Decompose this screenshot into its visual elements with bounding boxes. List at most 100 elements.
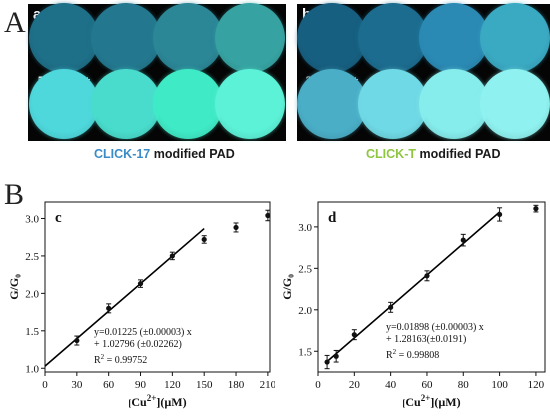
r-squared-sup: 2 [101,353,105,361]
r-squared-sup: 2 [393,348,397,356]
y-tick-label-1: 1.5 [25,326,39,338]
x-tick-label-4: 120 [164,379,181,391]
photo-a-well-7 [153,69,223,139]
photo-b-well-2 [358,3,428,73]
caption-left-highlight: CLICK-17 [94,147,151,161]
photo-b-well-7 [419,69,489,139]
data-point-6 [497,211,503,218]
data-point-2 [351,332,357,338]
photo-b-well-conc-6: 810µM [374,140,412,154]
y-tick-label-0: 1.5 [298,346,312,358]
data-point-4 [201,236,207,243]
data-point-2 [137,281,144,287]
data-point-0 [74,337,80,344]
caption-left-rest: modified PAD [150,147,235,161]
y-tick-label-3: 2.5 [25,251,39,263]
photo-b-well-3 [419,3,489,73]
x-tick-label-2: 40 [385,379,397,391]
data-point-3 [169,253,175,259]
y-tick-label-2: 2.0 [25,288,39,300]
photo-a-well-4 [215,3,285,73]
data-point-1 [106,305,112,311]
x-tick-label-6: 120 [528,379,545,391]
caption-left: CLICK-17 modified PAD [94,147,235,161]
photo-b-well-conc-7: 100µM [435,140,473,154]
photo-a-well-1 [29,3,99,73]
photo-b-well-label-8: 120µM [475,140,550,155]
photo-b-well-1 [297,3,367,73]
data-point-5 [460,237,466,243]
photo-b-well-conc-5: 60µM [316,140,348,154]
equation-line-1: y=0.01898 (±0.00003) x [386,322,484,333]
x-tick-label-0: 0 [315,379,321,391]
photo-b-well-5 [297,69,367,139]
r-squared-value: = 0.99808 [396,350,439,361]
y-axis-label: G/G₀ [280,274,294,300]
data-point-5 [233,224,239,231]
y-tick-label-2: 2.5 [298,263,312,275]
chart-d: 0 20 40 60 80 100 120 1.5 2.0 2.5 3.0 d y=0.01898 (±… [280,201,546,409]
y-tick-label-3: 3.0 [298,222,312,234]
panel-label-B: B [4,178,25,211]
data-point-3 [388,304,394,310]
x-tick-label-0: 0 [42,379,48,391]
photo-b-well-label-6: 810µM [353,140,433,155]
photo-b-well-label-7: 100µM [414,140,494,155]
photo-b-well-4 [480,3,550,73]
photo-a-well-conc-7: 180µM [169,140,207,154]
photo-a-well-8 [215,69,285,139]
fit-line [44,227,205,367]
plot-frame [317,201,546,373]
x-axis-label-part-2: 2+ [421,393,431,403]
photo-a-well-label-6: 150µM [86,140,166,155]
equation-line-1: y=0.01225 (±0.00003) x [94,327,192,338]
y-tick-label-4: 3.0 [25,213,39,225]
photo-a-well-conc-5: 120µM [45,140,83,154]
data-point-6 [265,212,271,219]
photo-a-well-conc-6: 150µM [107,140,145,154]
x-tick-label-3: 60 [421,379,433,391]
photo-a-well-3 [153,3,223,73]
panel-letter-d: d [328,210,337,226]
x-tick-label-1: 20 [349,379,361,391]
photo-a-well-6 [91,69,161,139]
x-axis-label-part-0: [ [402,398,405,408]
x-axis-label-part-3: ](µM) [430,395,460,409]
x-tick-label-3: 90 [135,379,147,391]
photo-a-well-label-7: 180µM [148,140,228,155]
x-tick-label-2: 60 [103,379,115,391]
photo-b-well-label-5: 60µM [292,140,372,155]
r-squared-value: = 0.99752 [104,355,147,366]
x-tick-label-1: 30 [71,379,83,391]
photo-b: b 2µM Cu²⁺10µM20µM40µM60µM810µM100µM120µ… [297,3,550,154]
data-point-7 [533,206,539,212]
photo-a: a 5µM Cu²⁺30µM60µM90µM120µM150µM180µM210… [28,3,286,154]
x-axis-label-part-0: [ [128,398,131,408]
panel-letter-c: c [55,210,62,226]
x-tick-label-5: 100 [491,379,508,391]
x-tick-label-5: 150 [196,379,213,391]
caption-right-rest: modified PAD [416,147,501,161]
y-axis-label: G/G₀ [7,274,21,300]
equation-line-2: + 1.02796 (±0.02262) [94,339,182,350]
x-axis-label: [Cu2+](µM) [402,393,460,409]
data-point-0 [324,359,330,365]
photo-a-well-5 [29,69,99,139]
r-squared: R2 = 0.99752 [94,353,147,366]
x-tick-label-7: 210 [260,379,275,391]
r-squared-label: R [386,350,393,361]
photo-b-well-8 [480,69,550,139]
photo-a-well-conc-8: 210µM [231,140,269,154]
data-point-4 [424,273,430,279]
caption-right: CLICK-T modified PAD [366,147,501,161]
caption-right-highlight: CLICK-T [366,147,416,161]
r-squared-label: R [94,355,101,366]
y-tick-label-0: 1.0 [25,363,39,375]
x-axis-label-part-1: Cu [131,395,147,409]
x-axis-label-part-3: ](µM) [156,395,186,409]
data-point-1 [333,353,339,359]
photo-b-well-conc-8: 120µM [496,140,534,154]
r-squared: R2 = 0.99808 [386,348,439,361]
equation-line-2: + 1.28163(±0.0191) [386,334,466,345]
x-axis-label-part-1: Cu [405,395,421,409]
